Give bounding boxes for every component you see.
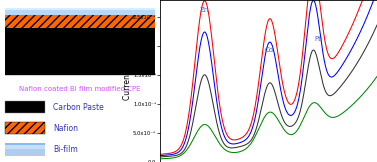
Text: Nafion coated Bi film modified CPE: Nafion coated Bi film modified CPE: [19, 86, 141, 92]
Text: Zn: Zn: [200, 7, 209, 13]
Bar: [5, 8, 155, 10]
Bar: [5, 143, 45, 145]
Bar: [5, 28, 155, 76]
Text: Pb: Pb: [314, 36, 323, 42]
Bar: [5, 15, 155, 28]
Text: Cd: Cd: [265, 47, 274, 53]
Bar: [5, 15, 155, 28]
Bar: [5, 8, 155, 15]
Text: Bi-film: Bi-film: [53, 145, 78, 154]
Text: Carbon Paste: Carbon Paste: [53, 103, 104, 112]
Y-axis label: Current, A: Current, A: [123, 62, 132, 100]
Bar: [5, 75, 155, 76]
Bar: [5, 143, 45, 149]
Bar: [5, 143, 45, 156]
Bar: [5, 101, 45, 113]
Bar: [5, 122, 45, 134]
Text: Nafion: Nafion: [53, 124, 78, 133]
